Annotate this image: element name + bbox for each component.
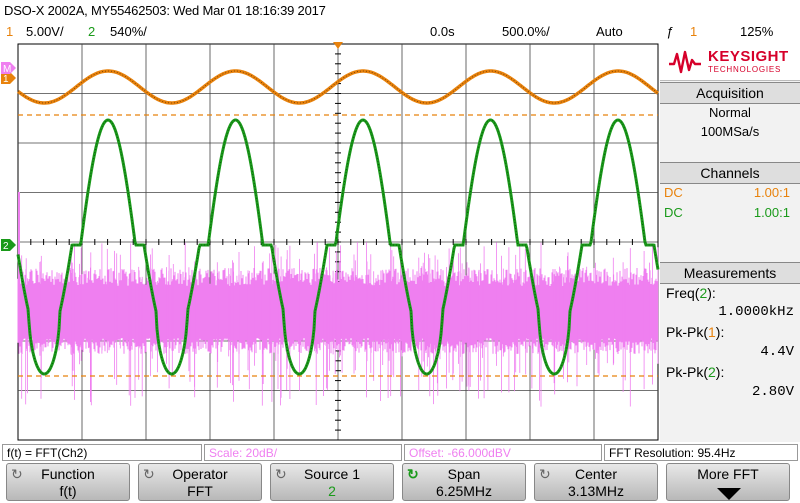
ch1-sine-wave (16, 69, 660, 105)
brand-sub: TECHNOLOGIES (708, 65, 782, 74)
channels-title: Channels (660, 162, 800, 184)
acquisition-mode: Normal (709, 105, 751, 120)
ch2-channel-row: DC 1.00:1 (664, 205, 794, 220)
ch1-ground-marker: 1 (3, 74, 9, 85)
math-function-status: f(t) = FFT(Ch2) (2, 444, 202, 461)
operator-softkey[interactable]: ↻ Operator FFT (138, 463, 262, 501)
keysight-logo-icon (669, 50, 701, 74)
ch2-ground-marker: 2 (3, 241, 9, 252)
ch1-channel-row: DC 1.00:1 (664, 185, 794, 200)
softkey-value: f(t) (59, 483, 77, 499)
trigger-level[interactable]: 125% (740, 24, 774, 39)
trigger-position-marker (333, 42, 343, 49)
softkey-value: 2 (328, 483, 336, 499)
ch2-number[interactable]: 2 (88, 24, 96, 39)
time-delay[interactable]: 0.0s (430, 24, 455, 39)
softkey-label: Span (447, 466, 481, 482)
measurements-title: Measurements (660, 262, 800, 284)
channel-markers: 1 2 M (1, 42, 343, 252)
softkey-value: 3.13MHz (567, 483, 625, 499)
softkey-value: 6.25MHz (435, 483, 493, 499)
waveform-display[interactable]: 1 2 M (0, 42, 660, 444)
math-offset-status: Offset: -66.000dBV (404, 444, 602, 461)
softkey-knob-icon: ↻ (11, 466, 23, 482)
softkey-label: Operator (172, 466, 228, 482)
trigger-slope-icon: ƒ (666, 24, 674, 39)
ch2-trace (16, 118, 660, 376)
measurement-1-label: Freq(2): (666, 285, 716, 301)
measurement-3-value: 2.80V (751, 384, 794, 400)
span-softkey[interactable]: ↻ Span 6.25MHz (402, 463, 526, 501)
softkey-value: FFT (187, 483, 213, 499)
ch1-scale[interactable]: 5.00V/ (26, 24, 64, 39)
softkey-label: Function (41, 466, 95, 482)
ch1-probe: 1.00:1 (753, 185, 790, 200)
ch2-wave-dots (17, 119, 659, 375)
level-cursors (18, 114, 658, 377)
fft-noise-band (17, 268, 658, 354)
measurement-3-label: Pk-Pk(2): (666, 364, 725, 380)
brand-name: KEYSIGHT (708, 48, 789, 65)
function-softkey[interactable]: ↻ Function f(t) (6, 463, 130, 501)
instrument-title: DSO-X 2002A, MY55462503: Wed Mar 01 18:1… (4, 3, 326, 18)
source1-softkey[interactable]: ↻ Source 1 2 (270, 463, 394, 501)
math-marker-shape (1, 62, 16, 74)
ch1-ground-marker-shape (1, 72, 16, 84)
side-panel: KEYSIGHT TECHNOLOGIES Acquisition Normal… (660, 42, 800, 442)
ch1-number[interactable]: 1 (6, 24, 14, 39)
time-scale[interactable]: 500.0%/ (502, 24, 550, 39)
title-bar: DSO-X 2002A, MY55462503: Wed Mar 01 18:1… (0, 0, 800, 22)
ch1-trace (16, 69, 660, 105)
softkey-label: Source 1 (303, 466, 361, 482)
softkey-label: More FFT (697, 466, 759, 482)
softkey-knob-icon: ↻ (143, 466, 155, 482)
trigger-source[interactable]: 1 (690, 24, 698, 39)
arrow-down-icon (717, 488, 741, 500)
softkey-knob-icon: ↻ (407, 466, 419, 482)
ch2-scale[interactable]: 540%/ (110, 24, 147, 39)
ch2-probe: 1.00:1 (753, 205, 790, 220)
measurement-1-value: 1.0000kHz (718, 304, 794, 320)
softkey-label: Center (574, 466, 618, 482)
fft-resolution-status: FFT Resolution: 95.4Hz (604, 444, 798, 461)
acquisition-rate: 100MSa/s (700, 124, 760, 139)
measurement-2-value: 4.4V (760, 344, 794, 360)
center-softkey[interactable]: ↻ Center 3.13MHz (534, 463, 658, 501)
ch1-coupling: DC (664, 185, 683, 200)
graticule (17, 43, 659, 441)
math-scale-status: Scale: 20dB/ (204, 444, 402, 461)
more-fft-softkey[interactable]: More FFT (666, 463, 790, 501)
softkey-knob-icon: ↻ (275, 466, 287, 482)
softkey-knob-icon: ↻ (539, 466, 551, 482)
acquisition-title: Acquisition (660, 82, 800, 104)
ch2-ground-marker-shape (1, 239, 16, 251)
trigger-mode[interactable]: Auto (596, 24, 623, 39)
brand-area: KEYSIGHT TECHNOLOGIES (660, 42, 800, 81)
ch2-coupling: DC (664, 205, 683, 220)
measurement-2-label: Pk-Pk(1): (666, 324, 725, 340)
math-marker: M (3, 64, 11, 75)
